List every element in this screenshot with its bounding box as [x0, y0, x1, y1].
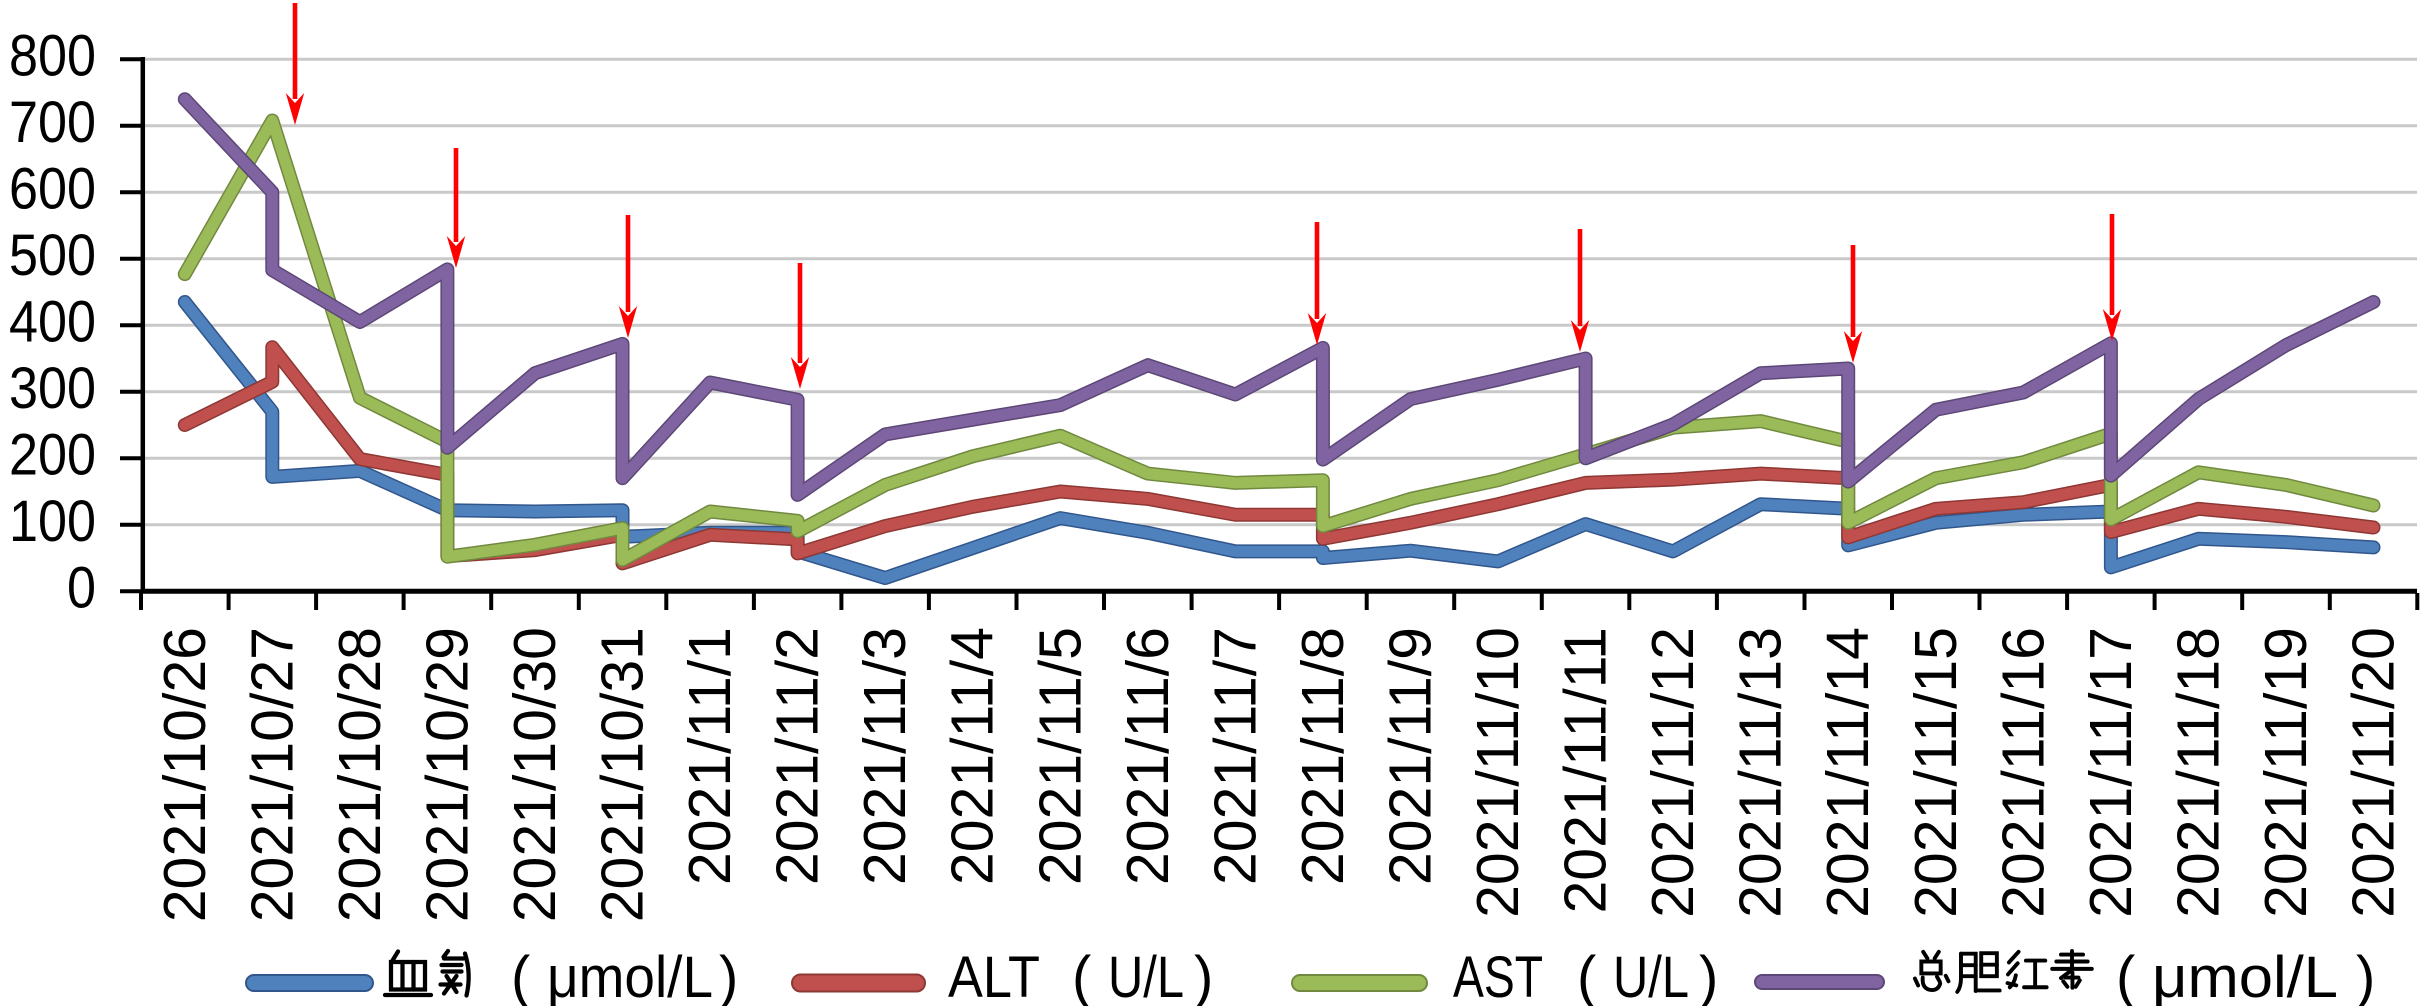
svg-text:2021/11/7: 2021/11/7 [1202, 627, 1268, 885]
svg-text:2021/10/29: 2021/10/29 [414, 627, 480, 922]
svg-text:): ) [2356, 945, 2375, 1006]
svg-text:2021/11/10: 2021/11/10 [1465, 627, 1531, 918]
svg-text:2021/11/5: 2021/11/5 [1027, 627, 1093, 885]
svg-text:2021/10/28: 2021/10/28 [327, 627, 393, 922]
svg-text:2021/11/17: 2021/11/17 [2078, 627, 2144, 918]
svg-text:2021/11/16: 2021/11/16 [1990, 627, 2056, 918]
svg-text:2021/11/19: 2021/11/19 [2253, 627, 2319, 918]
svg-text:800: 800 [9, 23, 96, 88]
svg-text:μmol/L: μmol/L [2152, 945, 2338, 1006]
svg-text:400: 400 [9, 289, 96, 354]
svg-text:2021/11/13: 2021/11/13 [1728, 627, 1794, 918]
svg-text:μmol/L: μmol/L [547, 945, 713, 1006]
svg-text:): ) [719, 945, 738, 1006]
svg-text:2021/11/6: 2021/11/6 [1115, 627, 1181, 885]
svg-text:200: 200 [9, 422, 96, 487]
svg-text:2021/10/27: 2021/10/27 [239, 627, 305, 922]
svg-text:2021/11/1: 2021/11/1 [677, 627, 743, 885]
svg-text:2021/11/9: 2021/11/9 [1378, 627, 1444, 885]
svg-text:2021/10/31: 2021/10/31 [590, 627, 656, 922]
svg-text:2021/11/8: 2021/11/8 [1290, 627, 1356, 885]
svg-text:600: 600 [9, 156, 96, 221]
svg-text:(: ( [1577, 945, 1596, 1006]
svg-text:0: 0 [67, 555, 96, 620]
svg-text:(: ( [511, 945, 530, 1006]
svg-text:(: ( [2116, 945, 2135, 1006]
svg-text:2021/11/14: 2021/11/14 [1815, 627, 1881, 918]
svg-text:100: 100 [9, 489, 96, 554]
svg-text:(: ( [1072, 945, 1091, 1006]
svg-text:300: 300 [9, 356, 96, 421]
svg-text:2021/10/26: 2021/10/26 [152, 627, 218, 922]
svg-text:2021/10/30: 2021/10/30 [502, 627, 568, 922]
svg-text:U/L: U/L [1613, 945, 1689, 1006]
svg-text:2021/11/18: 2021/11/18 [2165, 627, 2231, 918]
svg-text:ALT: ALT [948, 945, 1040, 1006]
svg-text:2021/11/4: 2021/11/4 [940, 627, 1006, 885]
svg-text:2021/11/12: 2021/11/12 [1640, 627, 1706, 918]
svg-text:2021/11/15: 2021/11/15 [1903, 627, 1969, 918]
svg-text:2021/11/20: 2021/11/20 [2341, 627, 2407, 918]
svg-text:U/L: U/L [1108, 945, 1184, 1006]
svg-text:2021/11/2: 2021/11/2 [765, 627, 831, 885]
svg-text:): ) [1699, 945, 1718, 1006]
svg-text:700: 700 [9, 90, 96, 155]
svg-text:2021/11/3: 2021/11/3 [852, 627, 918, 885]
svg-text:500: 500 [9, 223, 96, 288]
svg-text:AST: AST [1453, 945, 1543, 1006]
svg-text:): ) [1194, 945, 1213, 1006]
svg-text:2021/11/11: 2021/11/11 [1553, 627, 1619, 914]
